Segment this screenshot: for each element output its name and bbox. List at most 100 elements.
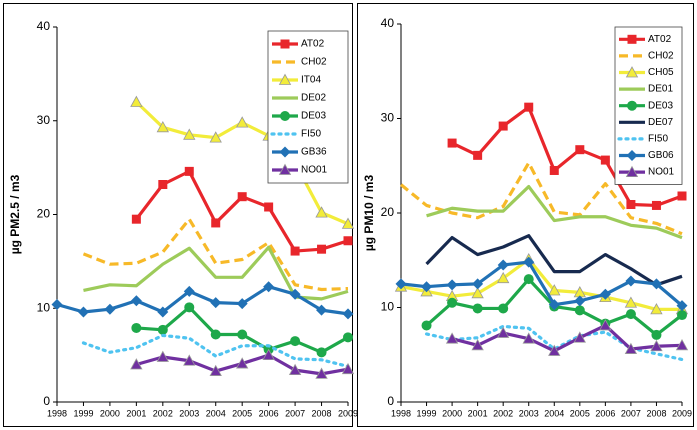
marker bbox=[548, 284, 561, 296]
marker bbox=[237, 192, 247, 202]
marker bbox=[209, 364, 222, 376]
x-tick-label: 2009 bbox=[338, 408, 358, 418]
marker bbox=[316, 304, 328, 316]
marker bbox=[183, 128, 196, 140]
x-tick-label: 2004 bbox=[544, 408, 564, 418]
marker bbox=[288, 363, 302, 376]
legend-label: FI50 bbox=[648, 134, 668, 145]
x-tick-label: 1999 bbox=[73, 408, 93, 418]
series-line bbox=[451, 323, 683, 353]
legend-label: GB06 bbox=[648, 150, 674, 161]
marker bbox=[342, 308, 354, 320]
x-tick-label: 2007 bbox=[285, 408, 305, 418]
marker bbox=[236, 116, 249, 128]
x-tick-label: 2006 bbox=[259, 408, 279, 418]
y-tick-label: 30 bbox=[37, 113, 51, 127]
legend-marker bbox=[280, 39, 290, 49]
marker bbox=[548, 299, 560, 311]
marker bbox=[343, 236, 353, 246]
legend-label: CH05 bbox=[648, 67, 674, 78]
y-axis-label: µg PM10 / m3 bbox=[362, 175, 376, 252]
x-tick-label: 2008 bbox=[312, 408, 332, 418]
marker bbox=[650, 278, 662, 290]
x-tick-label: 2007 bbox=[621, 408, 641, 418]
x-tick-label: 2003 bbox=[179, 408, 199, 418]
marker bbox=[497, 326, 510, 338]
marker bbox=[184, 302, 195, 313]
marker bbox=[471, 286, 484, 299]
marker bbox=[523, 256, 535, 268]
marker bbox=[156, 120, 169, 133]
legend-label: FI50 bbox=[301, 129, 321, 140]
marker bbox=[263, 281, 275, 293]
marker bbox=[211, 218, 221, 228]
legend-label: CH02 bbox=[301, 57, 327, 68]
marker bbox=[599, 288, 611, 300]
legend-label: DE03 bbox=[648, 100, 673, 111]
y-tick-label: 10 bbox=[37, 300, 51, 314]
legend-marker bbox=[625, 165, 639, 177]
marker bbox=[497, 259, 509, 271]
marker bbox=[472, 303, 483, 314]
marker bbox=[157, 306, 169, 318]
marker bbox=[51, 299, 63, 310]
legend-label: DE03 bbox=[301, 111, 326, 122]
marker bbox=[650, 339, 663, 352]
marker bbox=[341, 217, 355, 229]
y-tick-label: 40 bbox=[381, 16, 395, 30]
marker bbox=[104, 303, 116, 315]
marker bbox=[523, 274, 534, 285]
marker bbox=[575, 145, 585, 155]
marker bbox=[236, 357, 249, 369]
marker bbox=[237, 329, 248, 340]
marker bbox=[498, 303, 509, 314]
marker bbox=[573, 331, 586, 343]
marker bbox=[236, 298, 248, 310]
x-tick-label: 2005 bbox=[570, 408, 590, 418]
y-tick-label: 20 bbox=[37, 207, 51, 221]
x-tick-label: 2001 bbox=[468, 408, 488, 418]
marker bbox=[549, 165, 559, 175]
legend-marker bbox=[279, 146, 291, 158]
y-tick-label: 10 bbox=[381, 300, 395, 314]
marker bbox=[289, 288, 301, 300]
marker bbox=[131, 322, 142, 333]
marker bbox=[183, 285, 195, 297]
marker bbox=[497, 271, 510, 284]
marker bbox=[473, 150, 483, 160]
marker bbox=[522, 332, 535, 344]
y-tick-label: 0 bbox=[387, 394, 394, 408]
legend-label: IT04 bbox=[301, 75, 321, 86]
marker bbox=[317, 244, 327, 254]
marker bbox=[677, 191, 687, 201]
legend-marker bbox=[625, 66, 639, 78]
marker bbox=[343, 332, 353, 343]
legend-label: AT02 bbox=[648, 34, 672, 45]
marker bbox=[574, 295, 586, 307]
marker bbox=[599, 319, 612, 331]
x-tick-label: 1998 bbox=[47, 408, 67, 418]
series-line bbox=[400, 260, 684, 307]
marker bbox=[548, 344, 561, 356]
marker bbox=[156, 350, 169, 362]
legend-label: DE01 bbox=[648, 84, 673, 95]
marker bbox=[447, 297, 458, 308]
legend-marker bbox=[278, 73, 292, 85]
marker bbox=[290, 336, 301, 347]
x-tick-label: 2002 bbox=[493, 408, 513, 418]
legend-label: CH02 bbox=[648, 51, 674, 62]
x-tick-label: 1999 bbox=[417, 408, 437, 418]
marker bbox=[574, 305, 585, 316]
x-tick-label: 2001 bbox=[126, 408, 146, 418]
marker bbox=[600, 155, 610, 165]
marker bbox=[210, 297, 222, 309]
legend-marker bbox=[278, 163, 292, 175]
marker bbox=[677, 310, 687, 321]
marker bbox=[471, 338, 484, 351]
y-tick-label: 30 bbox=[381, 111, 395, 125]
x-tick-label: 2006 bbox=[595, 408, 615, 418]
legend-box bbox=[267, 30, 349, 184]
x-tick-label: 2009 bbox=[672, 408, 692, 418]
marker bbox=[472, 278, 484, 290]
